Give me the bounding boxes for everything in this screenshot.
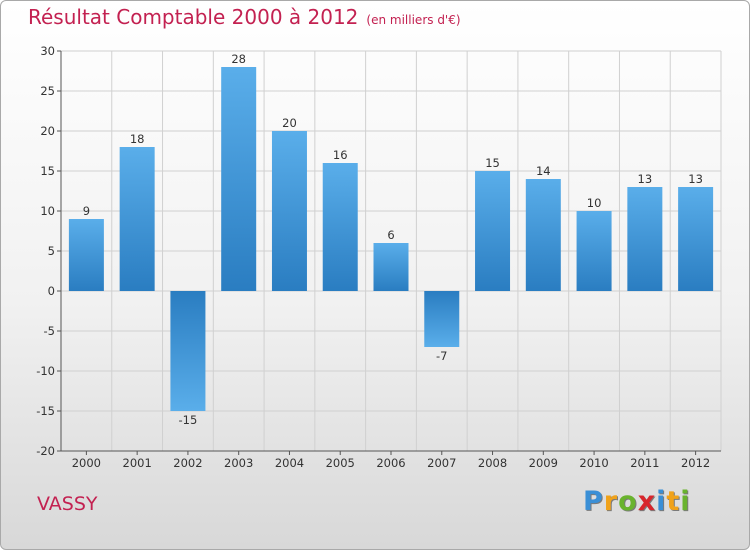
chart-title: Résultat Comptable 2000 à 2012 xyxy=(28,5,359,29)
logo-letter: i xyxy=(656,486,667,517)
bar xyxy=(525,179,561,291)
data-label: 14 xyxy=(536,164,551,178)
data-label: 28 xyxy=(231,52,246,66)
data-label: -7 xyxy=(436,349,447,363)
bar xyxy=(271,131,307,291)
data-label: 13 xyxy=(688,172,703,186)
place-name: VASSY xyxy=(37,493,98,515)
bar xyxy=(119,147,155,291)
data-label: 13 xyxy=(638,172,653,186)
title-row: Résultat Comptable 2000 à 2012 (en millie… xyxy=(28,5,461,29)
logo-letter: i xyxy=(680,486,691,517)
x-tick-label: 2000 xyxy=(72,456,101,470)
y-tick-label: -5 xyxy=(44,324,55,338)
data-label: 9 xyxy=(83,204,90,218)
data-label: 6 xyxy=(387,228,394,242)
data-label: 16 xyxy=(333,148,348,162)
y-tick-label: 20 xyxy=(40,124,55,138)
bar xyxy=(627,187,663,291)
y-tick-label: 25 xyxy=(40,84,55,98)
data-label: 15 xyxy=(485,156,500,170)
x-tick-label: 2005 xyxy=(326,456,355,470)
x-tick-label: 2001 xyxy=(123,456,152,470)
x-tick-label: 2002 xyxy=(173,456,202,470)
logo-letter: t xyxy=(666,486,681,517)
x-tick-label: 2012 xyxy=(681,456,710,470)
data-label: 20 xyxy=(282,116,297,130)
proxiti-logo: Proxiti xyxy=(583,486,691,517)
x-tick-label: 2007 xyxy=(427,456,456,470)
bar xyxy=(68,219,104,291)
x-tick-label: 2003 xyxy=(224,456,253,470)
bar xyxy=(576,211,612,291)
y-tick-label: -15 xyxy=(36,404,55,418)
x-tick-label: 2006 xyxy=(376,456,405,470)
x-tick-label: 2010 xyxy=(579,456,608,470)
logo-letter: P xyxy=(583,486,604,517)
y-tick-label: 5 xyxy=(48,244,55,258)
x-tick-label: 2009 xyxy=(529,456,558,470)
data-label: -15 xyxy=(179,413,198,427)
chart-subtitle: (en milliers d'€) xyxy=(366,13,461,27)
x-tick-label: 2011 xyxy=(630,456,659,470)
bar xyxy=(424,291,460,347)
logo-letter: o xyxy=(618,486,638,517)
bar xyxy=(322,163,358,291)
y-tick-label: 15 xyxy=(40,164,55,178)
bar xyxy=(221,67,257,291)
y-tick-label: 10 xyxy=(40,204,55,218)
data-label: 10 xyxy=(587,196,602,210)
x-tick-label: 2008 xyxy=(478,456,507,470)
y-tick-label: -20 xyxy=(36,444,55,458)
logo-letter: x xyxy=(637,486,657,517)
data-label: 18 xyxy=(130,132,145,146)
y-tick-label: 0 xyxy=(48,284,55,298)
logo-letter: r xyxy=(603,486,619,517)
x-tick-label: 2004 xyxy=(275,456,304,470)
bar xyxy=(678,187,714,291)
y-tick-label: -10 xyxy=(36,364,55,378)
bar xyxy=(170,291,206,411)
bar xyxy=(475,171,511,291)
bar xyxy=(373,243,409,291)
y-tick-label: 30 xyxy=(40,44,55,58)
